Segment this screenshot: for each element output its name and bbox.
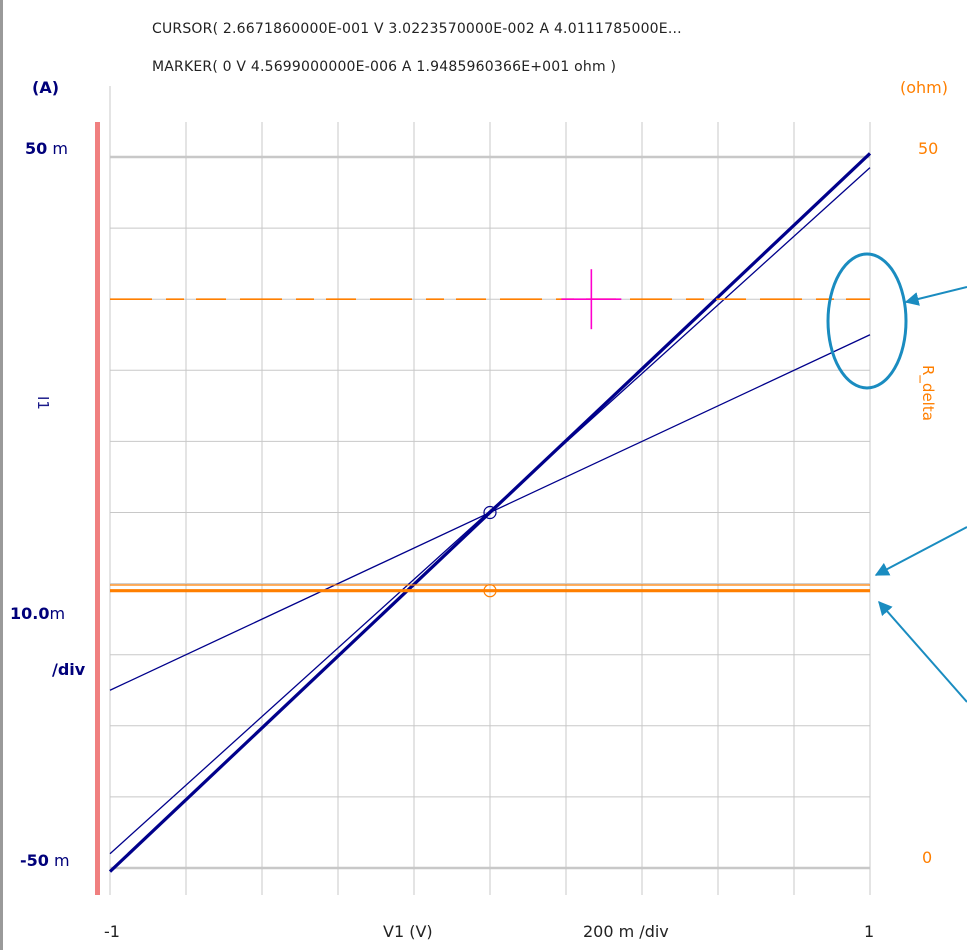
x-axis-name: V1 (V): [383, 922, 433, 941]
current-trace-3: [109, 334, 871, 691]
current-trace-2: [109, 167, 871, 855]
marker-layer: [483, 269, 622, 598]
left-axis-top-label: 50 m: [25, 139, 68, 158]
left-axis-bottom-value: -50: [20, 851, 49, 870]
window-left-edge: [0, 0, 3, 950]
left-axis-top-value: 50: [25, 139, 48, 158]
annotation-layer: [826, 252, 967, 703]
left-axis-scale-value: 10.0: [10, 604, 50, 623]
right-axis-unit: (ohm): [900, 78, 948, 97]
annotation-arrow-1: [904, 286, 967, 306]
left-axis-scale-unit: m: [49, 604, 66, 623]
left-axis-bottom-label: -50 m: [20, 851, 70, 870]
annotation-arrow-3: [878, 600, 967, 703]
plot-grid: [109, 86, 871, 895]
x-axis-min-label: -1: [104, 922, 120, 941]
x-axis-per-div: 200 m /div: [583, 922, 669, 941]
left-axis-top-unit: m: [52, 139, 68, 158]
right-axis-top-value: 50: [918, 139, 939, 158]
left-axis-unit: (A): [32, 78, 60, 97]
x-axis-max-label: 1: [864, 922, 875, 941]
left-axis-bottom-unit: m: [54, 851, 70, 870]
left-axis-scale-label: 10.0m: [10, 604, 65, 623]
left-axis-bar: [95, 122, 100, 895]
right-axis-bottom-value: 0: [922, 848, 933, 867]
marker-readout: MARKER( 0 V 4.5699000000E-006 A 1.948596…: [152, 59, 617, 75]
cursor-readout: CURSOR( 2.6671860000E-001 V 3.0223570000…: [152, 21, 682, 37]
marker-circle-resistance: [483, 584, 497, 598]
annotation-arrow-2: [874, 526, 967, 576]
marker-circle-current: [483, 505, 497, 520]
left-axis-per-div: /div: [52, 660, 86, 679]
plot-traces: [108, 152, 872, 873]
highlight-ellipse: [826, 252, 908, 390]
